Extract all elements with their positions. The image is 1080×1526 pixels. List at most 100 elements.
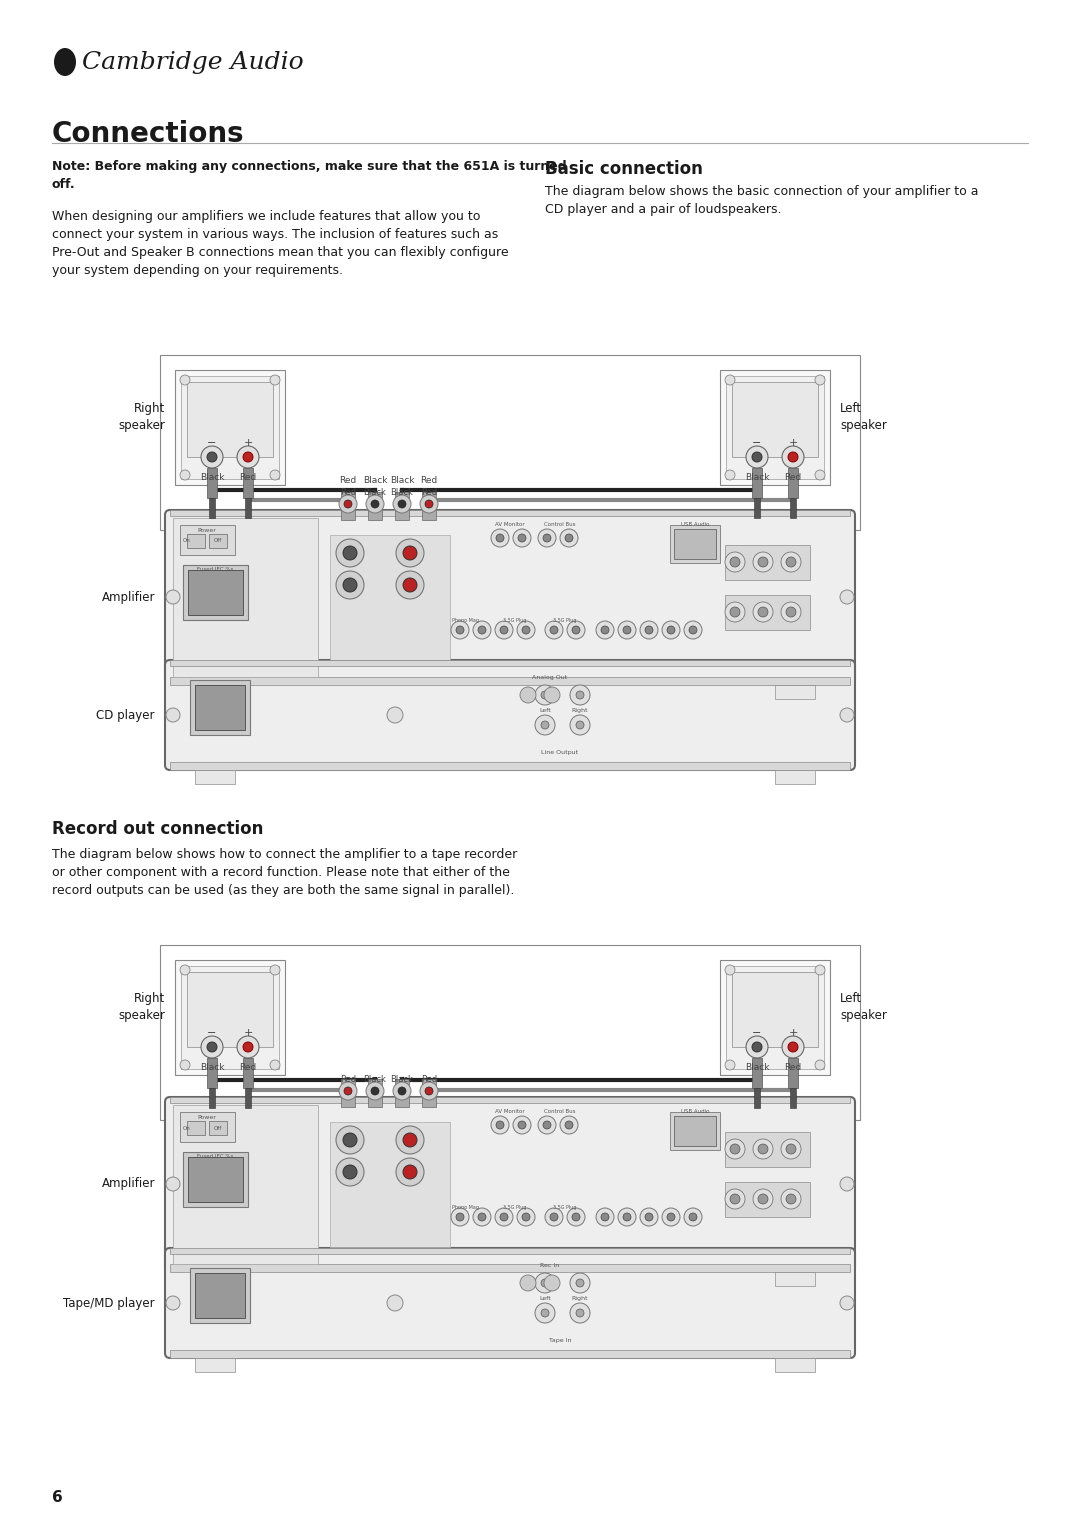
Bar <box>754 1088 760 1108</box>
Circle shape <box>550 1213 558 1221</box>
Circle shape <box>513 1116 531 1134</box>
Bar <box>195 1273 245 1318</box>
Bar <box>395 1079 409 1106</box>
Circle shape <box>541 1309 549 1317</box>
Circle shape <box>576 720 584 729</box>
Circle shape <box>788 452 798 462</box>
Bar <box>670 1112 720 1151</box>
Bar <box>788 1058 798 1088</box>
Circle shape <box>758 557 768 568</box>
Bar <box>788 468 798 497</box>
Circle shape <box>840 708 854 722</box>
Bar <box>183 565 248 620</box>
Circle shape <box>535 716 555 736</box>
Bar <box>674 1116 716 1146</box>
Bar <box>752 1058 762 1088</box>
Text: Right: Right <box>571 1296 589 1302</box>
Text: Red: Red <box>339 476 356 485</box>
Circle shape <box>753 601 773 623</box>
Circle shape <box>596 1209 615 1225</box>
Text: Left
speaker: Left speaker <box>840 992 887 1022</box>
Circle shape <box>667 1213 675 1221</box>
Circle shape <box>543 1122 551 1129</box>
Circle shape <box>618 1209 636 1225</box>
Circle shape <box>746 1036 768 1058</box>
Bar <box>170 510 850 516</box>
Bar <box>732 382 818 456</box>
Circle shape <box>781 1138 801 1160</box>
Circle shape <box>840 1296 854 1309</box>
Circle shape <box>725 1189 745 1209</box>
FancyBboxPatch shape <box>165 510 855 685</box>
Ellipse shape <box>54 47 76 76</box>
Circle shape <box>752 452 762 462</box>
Bar <box>726 375 824 479</box>
Bar <box>180 1112 235 1141</box>
Circle shape <box>640 621 658 639</box>
Text: Amplifier: Amplifier <box>102 591 156 603</box>
Text: USB Audio: USB Audio <box>680 1109 710 1114</box>
Bar <box>170 661 850 665</box>
Circle shape <box>166 1177 180 1190</box>
Bar <box>720 960 831 1074</box>
Circle shape <box>600 626 609 633</box>
Circle shape <box>662 621 680 639</box>
Text: Left: Left <box>539 1296 551 1302</box>
Circle shape <box>781 552 801 572</box>
Bar <box>775 771 815 784</box>
Circle shape <box>753 1189 773 1209</box>
Circle shape <box>387 707 403 723</box>
Circle shape <box>207 1042 217 1051</box>
Circle shape <box>725 601 745 623</box>
Circle shape <box>237 446 259 468</box>
Circle shape <box>270 470 280 481</box>
Bar <box>422 1079 436 1106</box>
Text: Record out connection: Record out connection <box>52 819 264 838</box>
Circle shape <box>786 1193 796 1204</box>
Text: 3.5G Plug: 3.5G Plug <box>553 618 577 623</box>
Circle shape <box>491 530 509 546</box>
Circle shape <box>725 375 735 385</box>
Bar <box>789 497 796 517</box>
Bar <box>187 534 205 548</box>
Circle shape <box>372 501 379 508</box>
Circle shape <box>500 1213 508 1221</box>
Bar <box>243 1058 253 1088</box>
Circle shape <box>201 1036 222 1058</box>
Circle shape <box>544 1276 561 1291</box>
Bar <box>752 468 762 497</box>
Circle shape <box>396 1126 424 1154</box>
Text: +: + <box>243 438 253 449</box>
Bar <box>754 497 760 517</box>
Text: Analog Out: Analog Out <box>532 674 568 681</box>
Bar <box>187 1122 205 1135</box>
Bar <box>173 517 318 678</box>
Text: Red: Red <box>240 1064 257 1071</box>
Bar <box>726 966 824 1070</box>
Bar <box>173 1105 318 1264</box>
Bar <box>245 1088 251 1108</box>
Bar <box>725 595 810 630</box>
Circle shape <box>815 1061 825 1070</box>
Text: Left
speaker: Left speaker <box>840 401 887 432</box>
Text: Black: Black <box>391 1074 414 1083</box>
Text: 3.5G Plug: 3.5G Plug <box>553 1206 577 1210</box>
Bar <box>170 1264 850 1273</box>
Bar <box>195 771 235 784</box>
Text: Right: Right <box>571 708 589 713</box>
Bar <box>243 468 253 497</box>
Bar <box>195 1273 235 1286</box>
Circle shape <box>495 1209 513 1225</box>
Bar <box>732 972 818 1047</box>
Bar <box>725 1132 810 1167</box>
Text: Fused IEC %s: Fused IEC %s <box>197 568 233 572</box>
Circle shape <box>753 1138 773 1160</box>
Circle shape <box>541 720 549 729</box>
Circle shape <box>399 501 406 508</box>
Circle shape <box>496 1122 504 1129</box>
Text: Rec In: Rec In <box>540 1264 559 1268</box>
Circle shape <box>343 1164 357 1180</box>
Circle shape <box>496 534 504 542</box>
Bar <box>170 1097 850 1103</box>
Circle shape <box>420 494 438 513</box>
